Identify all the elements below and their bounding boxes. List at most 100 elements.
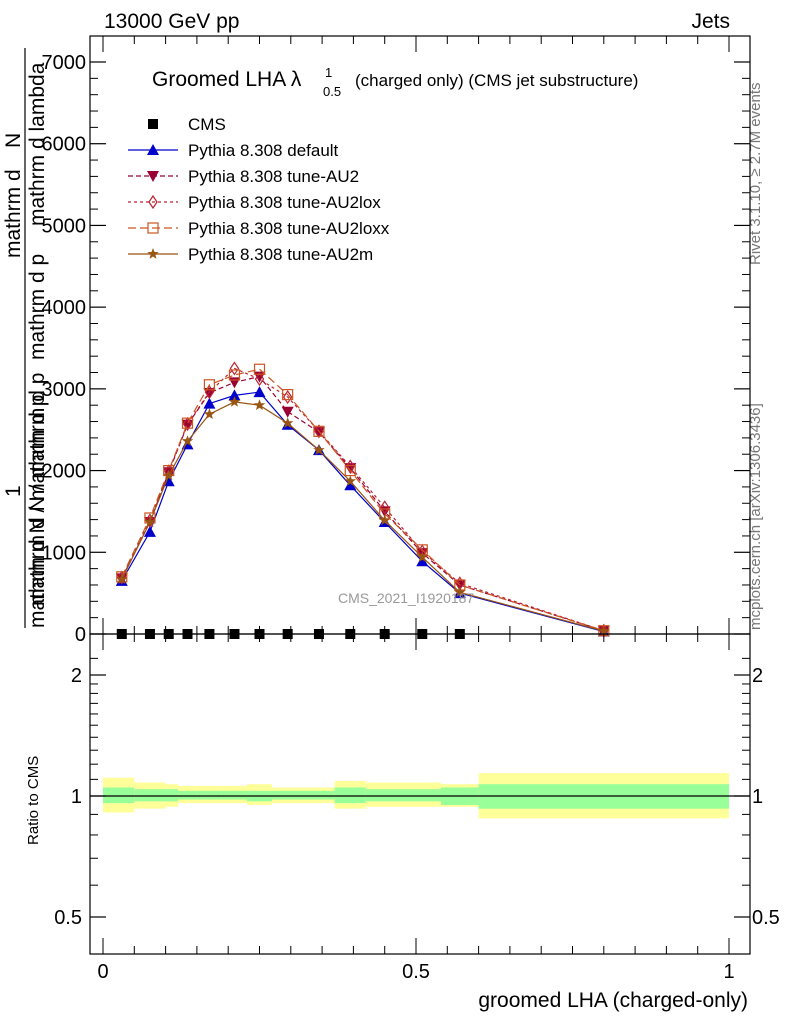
ratio-y-tick-label: 2 [71,665,82,687]
y-tick-label: 1000 [42,542,87,564]
data-point [282,389,293,405]
ratio-band-inner [221,790,247,800]
legend: CMS Pythia 8.308 default Pythia 8.308 tune… [128,115,390,264]
ratio-band-inner [272,790,335,800]
data-point [314,424,324,439]
plot-title-sup: 1 [325,65,332,80]
data-point [379,500,390,515]
header-right: Jets [691,10,730,33]
y-tick-label: 7000 [42,52,87,74]
legend-label: Pythia 8.308 tune-AU2loxx [188,219,390,238]
y-label-main: mathrm d N / mathrm d p [26,373,49,606]
y-label-numerator-n: N [2,133,25,148]
data-point [163,469,175,481]
data-point [313,444,325,455]
x-tick-label: 0.5 [402,961,430,983]
data-point [203,379,216,391]
data-point [345,459,355,474]
data-point [344,475,356,486]
ratio-plot-frame [89,633,751,955]
legend-marker [147,222,159,234]
ratio-y-tick-label-right: 0.5 [752,907,780,929]
ratio-band-inner [165,789,179,802]
legend-label: Pythia 8.308 tune-AU2lox [188,193,381,212]
legend-entry: CMS [148,115,226,134]
data-point [203,397,216,409]
ratio-plot: 0.5 0.5 1 1 2 2 0 0.5 1 Ratio to CMS groomed LH… [25,633,780,1012]
data-point [228,395,241,407]
ratio-band-inner [365,789,442,802]
ratio-band-inner [134,789,166,802]
data-point [116,573,128,585]
main-plot: 0 1000 2000 3000 4000 5000 6000 7000 Groomed LH… [42,35,751,646]
data-point [144,516,156,527]
ratio-band-inner [103,787,135,804]
ratio-band-inner [178,790,197,800]
y-tick-label: 2000 [42,461,87,483]
y-label-one: 1 [2,485,25,497]
data-point [254,371,265,387]
legend-label: CMS [188,115,226,134]
legend-entry: Pythia 8.308 default [128,141,339,160]
ratio-y-tick-label-right: 2 [752,665,763,687]
data-point [253,386,266,398]
ratio-y-tick-label-right: 1 [752,786,763,808]
data-point [145,513,155,528]
legend-marker [147,171,159,182]
plot-title-main: Groomed LHA λ [152,68,302,91]
data-point [181,435,194,446]
legend-entry: Pythia 8.308 tune-AU2 [128,167,359,186]
series-line [121,367,604,632]
data-point [313,425,325,437]
legend-entry: Pythia 8.308 tune-AU2m [128,245,373,264]
main-x-ticks [102,36,730,634]
legend-entry: Pythia 8.308 tune-AU2lox [128,193,381,212]
data-point [454,586,466,598]
x-tick-label: 0 [97,961,108,983]
series-line [121,368,604,632]
data-point [182,416,193,432]
legend-label: Pythia 8.308 tune-AU2m [188,245,373,264]
mcplots-credit: mcplots.cern.ch [arXiv:1306.3436] [747,403,764,630]
y-label-denominator: mathrm d p [26,254,49,360]
data-point [228,369,241,381]
legend-marker [148,119,158,129]
y-tick-label: 5000 [42,215,87,237]
main-y-ticks: 0 1000 2000 3000 4000 5000 6000 7000 [42,52,750,646]
legend-marker [148,194,158,210]
ratio-x-ticks: 0 0.5 1 [97,634,735,983]
data-point [143,525,156,537]
data-point [181,417,194,429]
legend-marker [147,248,159,259]
legend-label: Pythia 8.308 default [188,141,339,160]
data-point [598,625,610,636]
data-point [282,417,294,428]
ratio-y-ticks: 0.5 0.5 1 1 2 2 [54,657,780,929]
y-tick-label: 0 [75,624,86,646]
y-label-numerator: mathrm d [2,169,25,258]
y-tick-label: 3000 [42,379,87,401]
ratio-y-label: Ratio to CMS [25,756,42,845]
legend-label: Pythia 8.308 tune-AU2 [188,167,359,186]
data-point [281,406,294,418]
data-point [379,514,391,526]
ratio-band-inner [334,787,366,804]
data-point [344,479,357,491]
data-point [228,389,241,401]
ratio-y-tick-label: 0.5 [54,907,82,929]
plot-title: Groomed LHA λ [152,68,302,91]
header-left: 13000 GeV pp [104,10,239,33]
series-5 [116,395,610,636]
data-point [117,570,127,585]
y-tick-label: 4000 [42,297,87,319]
legend-marker [147,144,159,155]
y-tick-label: 6000 [42,134,87,156]
plot-title-sub: 0.5 [323,84,341,99]
data-point [228,377,241,389]
data-point [282,388,294,401]
x-axis-label: groomed LHA (charged-only) [478,989,748,1012]
data-point [253,399,266,411]
series-line [121,401,604,632]
ratio-y-tick-label: 1 [71,786,82,808]
